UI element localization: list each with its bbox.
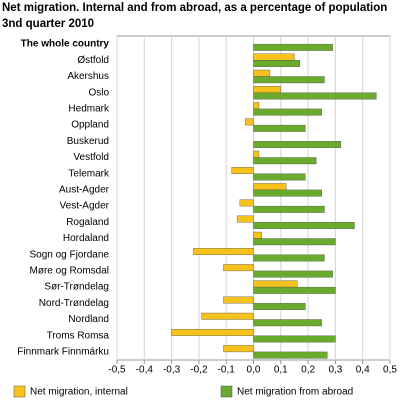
y-tick-label: Møre og Romsdal xyxy=(30,266,109,277)
bar xyxy=(253,238,336,246)
legend-label: Net migration, internal xyxy=(30,387,128,398)
x-tick-label: 0,2 xyxy=(301,365,315,376)
bar xyxy=(253,53,295,61)
y-tick-label: Hordaland xyxy=(63,233,109,244)
y-tick-label: Oppland xyxy=(71,120,109,131)
x-tick-label: 0,3 xyxy=(328,365,342,376)
y-tick-label: Sogn og Fjordane xyxy=(29,249,109,260)
x-tick-label: -0,1 xyxy=(218,365,236,376)
bar xyxy=(253,335,336,343)
bar xyxy=(253,351,328,359)
bar xyxy=(223,296,254,304)
bar xyxy=(245,118,254,126)
bar xyxy=(253,69,271,77)
bar xyxy=(253,231,262,239)
bar xyxy=(253,303,306,310)
x-tick-label: 0,0 xyxy=(247,365,261,376)
bar xyxy=(253,92,377,100)
x-tick-label: -0,4 xyxy=(136,365,154,376)
y-tick-label: Telemark xyxy=(68,168,110,179)
y-tick-label: Buskerud xyxy=(67,136,109,147)
x-tick-label: 0,5 xyxy=(383,365,397,376)
bar xyxy=(253,157,317,165)
bar xyxy=(253,150,260,158)
bar xyxy=(253,319,322,327)
bar xyxy=(253,102,260,110)
y-tick-label: The whole country xyxy=(21,39,110,50)
bar xyxy=(253,60,301,67)
x-tick-label: 0,1 xyxy=(274,365,288,376)
y-tick-label: Troms Romsa xyxy=(47,330,110,341)
x-tick-label: -0,3 xyxy=(163,365,181,376)
legend-label: Net migration from abroad xyxy=(237,387,353,398)
bar xyxy=(253,205,325,213)
y-tick-label: Sør-Trøndelag xyxy=(44,282,109,293)
y-tick-label: Aust-Agder xyxy=(59,185,110,196)
y-tick-label: Østfold xyxy=(77,55,109,66)
y-tick-label: Finnmark Finnmárku xyxy=(17,347,109,358)
bar xyxy=(253,141,342,148)
bar xyxy=(239,199,254,207)
bar xyxy=(253,76,325,84)
bar xyxy=(223,345,254,353)
bar xyxy=(253,108,322,116)
bar xyxy=(253,286,336,294)
bar xyxy=(253,222,355,229)
bar xyxy=(171,329,254,336)
legend-swatch xyxy=(220,385,233,398)
y-tick-label: Vest-Agder xyxy=(60,201,110,212)
y-tick-label: Nord-Trøndelag xyxy=(39,298,109,309)
bar xyxy=(236,215,254,223)
bar xyxy=(201,312,254,320)
bar xyxy=(193,248,254,255)
bar xyxy=(253,183,287,191)
y-tick-label: Hedmark xyxy=(68,104,110,115)
y-tick-label: Nordland xyxy=(68,314,109,325)
bar xyxy=(253,173,306,181)
bar xyxy=(223,264,254,272)
y-tick-label: Oslo xyxy=(88,87,109,98)
bar xyxy=(253,189,322,197)
bar xyxy=(253,124,306,132)
x-tick-label: 0,4 xyxy=(356,365,370,376)
x-tick-label: -0,2 xyxy=(190,365,208,376)
bar xyxy=(253,86,281,93)
y-tick-label: Vestfold xyxy=(73,152,109,163)
bar xyxy=(231,167,254,174)
chart-title: Net migration. Internal and from abroad,… xyxy=(2,2,387,14)
y-tick-label: Akershus xyxy=(67,71,109,82)
bar xyxy=(253,280,298,288)
legend-swatch xyxy=(13,385,26,398)
y-tick-label: Rogaland xyxy=(66,217,109,228)
x-tick-label: -0,5 xyxy=(108,365,126,376)
chart-subtitle: 3nd quarter 2010 xyxy=(2,18,94,30)
bar xyxy=(253,43,333,51)
bar xyxy=(253,254,325,262)
bar xyxy=(253,270,333,278)
